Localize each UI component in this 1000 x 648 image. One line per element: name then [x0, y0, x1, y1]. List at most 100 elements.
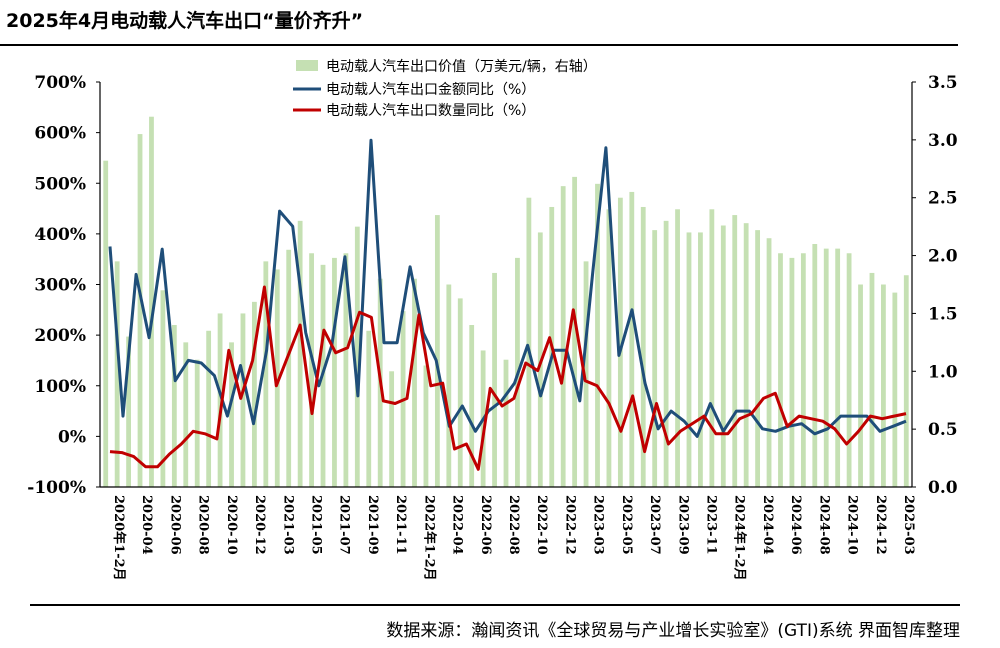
right-tick-label: 2.5: [928, 189, 958, 209]
value-bar: [366, 330, 372, 487]
legend-label: 电动载人汽车出口价值（万美元/辆，右轴）: [326, 58, 597, 75]
value-bar: [354, 226, 360, 487]
x-tick-label: 2024-08: [816, 495, 831, 555]
source-note: 数据来源：瀚闻资讯《全球贸易与产业增长实验室》(GTI)系统 界面智库整理: [386, 621, 960, 641]
x-tick-label: 2020-08: [196, 495, 211, 555]
value-bar: [434, 215, 440, 488]
x-tick-label: 2020-10: [224, 495, 239, 555]
value-bar: [412, 278, 417, 487]
x-tick-label: 2021-11: [393, 495, 408, 555]
value-bar: [698, 232, 703, 487]
value-bar: [492, 272, 497, 487]
value-bar: [789, 257, 795, 487]
x-tick-label: 2022-04: [450, 495, 465, 555]
value-bar: [469, 325, 475, 487]
x-tick-label: 2020-06: [167, 495, 182, 555]
value-bar: [903, 275, 909, 487]
x-tick-label: 2024-04: [760, 495, 775, 555]
right-tick-label: 1.5: [928, 304, 958, 324]
left-tick-label: 100%: [34, 377, 86, 397]
value-bar: [823, 248, 829, 487]
value-bar: [835, 248, 841, 487]
value-bar: [881, 284, 886, 487]
x-tick-label: 2021-09: [365, 495, 380, 555]
left-tick-label: 600%: [34, 124, 86, 144]
value-bar: [194, 359, 200, 487]
x-tick-label: 2023-03: [591, 495, 606, 555]
x-tick-label: 2021-07: [337, 495, 352, 555]
source-rule: [30, 604, 960, 606]
value-bar: [206, 330, 212, 487]
x-tick-label: 2023-09: [675, 495, 690, 555]
value-bar: [766, 238, 772, 487]
value-bar: [869, 272, 875, 487]
value-bar: [560, 186, 566, 487]
right-tick-label: 0.0: [928, 478, 958, 498]
value-bar: [171, 325, 177, 487]
right-tick-label: 1.0: [928, 362, 958, 382]
left-tick-label: 0%: [58, 427, 86, 447]
value-bar: [332, 257, 337, 487]
value-bar: [846, 253, 852, 487]
chart-title: 2025年4月电动载人汽车出口“量价齐升”: [6, 10, 364, 32]
legend-label: 电动载人汽车出口数量同比（%）: [326, 102, 535, 119]
value-bar: [251, 301, 257, 487]
x-tick-label: 2023-05: [619, 495, 634, 555]
value-bar: [343, 253, 349, 487]
value-bar: [263, 261, 269, 487]
x-tick-label: 2021-05: [309, 495, 324, 555]
value-bar: [778, 253, 783, 487]
value-bar: [583, 261, 589, 487]
value-bar: [572, 176, 578, 487]
x-tick-label: 2020年1-2月: [111, 495, 127, 581]
x-tick-label: 2022-08: [506, 495, 521, 555]
x-tick-label: 2025-03: [901, 495, 916, 555]
value-bar: [126, 336, 131, 487]
value-bar: [457, 298, 463, 487]
x-tick-label: 2024-12: [873, 495, 888, 555]
value-bar: [595, 183, 600, 488]
left-tick-label: 400%: [34, 225, 86, 245]
legend-swatch-bar: [296, 60, 318, 71]
value-bar: [675, 209, 680, 488]
value-bar: [149, 116, 154, 487]
value-bar: [800, 253, 806, 487]
x-tick-label: 2024年1-2月: [732, 495, 748, 581]
x-tick-label: 2023-07: [647, 495, 662, 555]
left-tick-label: 200%: [34, 326, 86, 346]
value-bar: [183, 342, 189, 487]
value-bar: [743, 223, 749, 487]
left-tick-label: 700%: [34, 73, 86, 93]
x-tick-label: 2024-06: [788, 495, 803, 555]
x-tick-label: 2021-03: [280, 495, 295, 555]
value-bar: [709, 209, 715, 488]
value-bar: [137, 134, 143, 488]
value-bar: [640, 206, 646, 487]
right-tick-label: 0.5: [928, 420, 958, 440]
left-tick-label: 500%: [34, 174, 86, 194]
value-bar: [103, 160, 109, 487]
value-bar: [240, 313, 246, 487]
value-bar: [732, 215, 738, 488]
x-tick-label: 2022-06: [478, 495, 493, 555]
x-tick-label: 2020-04: [139, 495, 154, 555]
value-bar: [160, 290, 166, 487]
value-bar: [446, 284, 452, 487]
amount-yoy-line: [108, 138, 907, 438]
value-bar: [720, 225, 726, 487]
value-bar: [892, 292, 898, 487]
value-bar: [526, 197, 532, 487]
x-tick-label: 2024-10: [845, 495, 860, 555]
value-bar: [309, 253, 314, 487]
left-tick-label: 300%: [34, 276, 86, 296]
x-tick-label: 2022-10: [534, 495, 549, 555]
title-rule: [0, 44, 958, 46]
right-tick-label: 3.5: [928, 73, 958, 93]
value-bar: [812, 244, 818, 487]
value-bar: [423, 365, 429, 487]
value-bar: [617, 197, 623, 487]
value-bar: [755, 230, 761, 487]
value-bar: [663, 220, 669, 487]
legend-label: 电动载人汽车出口金额同比（%）: [326, 81, 535, 98]
volume-yoy-line: [109, 285, 907, 471]
